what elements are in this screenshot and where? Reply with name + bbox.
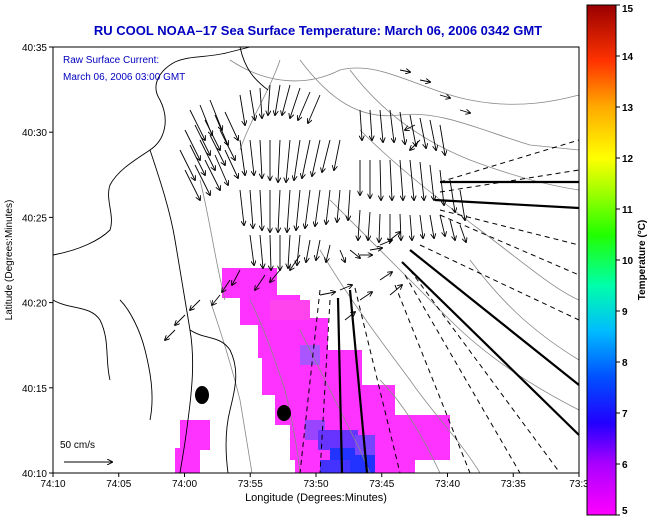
x-tick-label: 73:55	[238, 479, 263, 490]
x-tick-label: 73:40	[435, 479, 460, 490]
colorbar-tick-label: 5	[622, 506, 628, 517]
map-title: RU COOL NOAA–17 Sea Surface Temperature:…	[94, 23, 542, 38]
x-tick-label: 73:50	[303, 479, 328, 490]
x-axis-label: Longitude (Degrees:Minutes)	[245, 492, 387, 504]
x-axis-ticks: 74:10 74:05 74:00 73:55 73:50 73:45 73:40 73:35…	[40, 473, 589, 490]
radar-station-marker	[195, 386, 209, 404]
y-tick-label: 40:10	[22, 469, 47, 480]
x-tick-label: 73:35	[501, 479, 526, 490]
colorbar-tick-label: 12	[622, 154, 634, 165]
map-plot-area: Raw Surface Current: March 06, 2006 03:0…	[52, 46, 580, 474]
coastline	[52, 46, 269, 474]
colorbar-ticks: 15 14 13 12 11 10 9 8 7 6 5	[616, 4, 634, 517]
y-tick-label: 40:20	[22, 299, 47, 310]
x-tick-label: 74:05	[106, 479, 131, 490]
current-annotation-label: Raw Surface Current:	[63, 55, 159, 66]
x-tick-label: 73:3	[569, 479, 589, 490]
y-axis-ticks: 40:35 40:30 40:25 40:20 40:15 40:10	[22, 43, 53, 480]
scale-label: 50 cm/s	[60, 440, 95, 451]
colorbar-tick-label: 7	[622, 409, 628, 420]
surface-current-vectors	[165, 70, 470, 340]
colorbar-tick-label: 8	[622, 358, 628, 369]
colorbar-tick-label: 11	[622, 205, 633, 216]
x-tick-label: 74:00	[172, 479, 197, 490]
hf-radar-beams	[299, 139, 580, 474]
colorbar-tick-label: 6	[622, 460, 628, 471]
colorbar-tick-label: 9	[622, 307, 628, 318]
colorbar-tick-label: 10	[622, 256, 634, 267]
y-tick-label: 40:30	[22, 128, 47, 139]
y-tick-label: 40:25	[22, 213, 47, 224]
colorbar-tick-label: 13	[622, 103, 634, 114]
x-tick-label: 73:45	[369, 479, 394, 490]
colorbar-tick-label: 15	[622, 4, 634, 15]
current-annotation-time: March 06, 2006 03:00 GMT	[63, 72, 185, 83]
x-tick-label: 74:10	[40, 479, 65, 490]
y-tick-label: 40:35	[22, 43, 47, 54]
y-axis-label: Latitude (Degrees:Minutes)	[4, 200, 15, 321]
colorbar-label: Temperature (°C)	[637, 220, 648, 301]
colorbar-tick-label: 14	[622, 52, 634, 63]
radar-station-marker	[277, 405, 291, 421]
temperature-colorbar	[586, 4, 617, 516]
y-tick-label: 40:15	[22, 384, 47, 395]
